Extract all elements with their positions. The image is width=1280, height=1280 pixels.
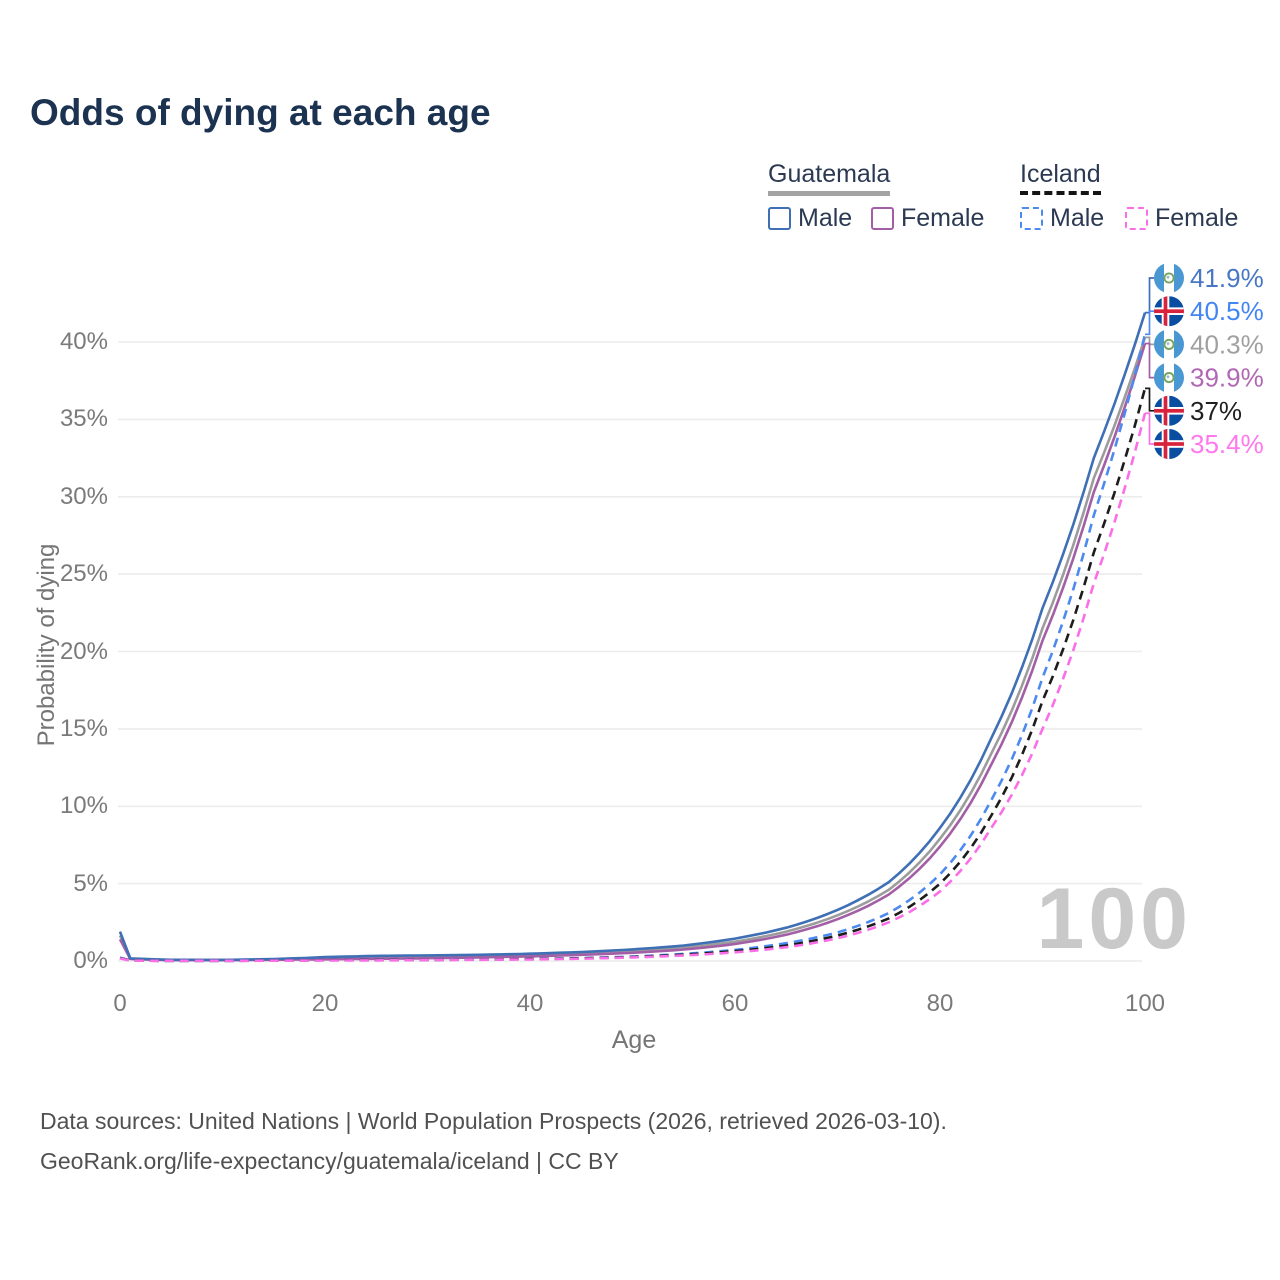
line-guatemala-both-sexes- [118, 336, 1147, 962]
y-tick-10: 10% [59, 792, 108, 820]
x-axis-title: Age [611, 1026, 657, 1054]
x-tick-40: 40 [516, 990, 544, 1017]
end-label-iceland-male: 40.5% [1190, 296, 1264, 326]
legend-group-guatemala[interactable]: Guatemala [768, 160, 891, 196]
legend-item-iceland-male[interactable]: Male [1020, 204, 1104, 233]
y-tick-20: 20% [59, 637, 108, 665]
end-label-iceland-both-sexes-: 37% [1190, 396, 1242, 426]
label-connector [1145, 277, 1154, 314]
end-label-iceland-female: 35.4% [1190, 429, 1264, 459]
legend-group-iceland[interactable]: Iceland [1020, 160, 1101, 195]
y-tick-35: 35% [59, 405, 108, 433]
end-label-guatemala-both-sexes-: 40.3% [1190, 329, 1264, 359]
label-connector [1145, 336, 1154, 346]
x-tick-80: 80 [926, 990, 954, 1017]
x-tick-0: 0 [113, 990, 127, 1017]
label-connector [1145, 342, 1154, 379]
guatemala-flag-icon [1154, 329, 1184, 359]
end-labels: 41.9%40.5%40.3% 39.9%37%35.4% [1145, 263, 1264, 459]
guatemala-female-swatch-icon [871, 207, 894, 230]
line-iceland-both-sexes- [119, 388, 1147, 963]
y-tick-15: 15% [59, 714, 108, 742]
y-tick-30: 30% [59, 482, 108, 510]
y-tick-5: 5% [73, 869, 108, 897]
line-guatemala-male [118, 312, 1147, 962]
iceland-flag-icon [1154, 396, 1184, 426]
iceland-male-swatch-icon [1020, 207, 1043, 230]
attribution-text: GeoRank.org/life-expectancy/guatemala/ic… [40, 1148, 619, 1174]
legend-item-label: Male [798, 204, 853, 232]
end-label-guatemala-female: 39.9% [1190, 363, 1264, 393]
legend-item-iceland-female[interactable]: Female [1125, 204, 1238, 233]
page-title: Odds of dying at each age [30, 92, 491, 133]
age-watermark: 100 [1036, 871, 1192, 967]
iceland-flag-icon [1154, 429, 1184, 459]
x-tick-100: 100 [1124, 990, 1166, 1017]
iceland-female-swatch-icon [1125, 207, 1148, 230]
label-connector [1145, 310, 1154, 336]
y-tick-25: 25% [59, 560, 108, 588]
x-tick-20: 20 [311, 990, 339, 1017]
legend-item-guatemala-female[interactable]: Female [871, 204, 984, 233]
data-sources-text: Data sources: United Nations | World Pop… [40, 1108, 947, 1134]
guatemala-flag-icon [1154, 263, 1184, 293]
guatemala-male-swatch-icon [768, 207, 791, 230]
guatemala-flag-icon [1154, 363, 1184, 393]
label-connector [1145, 412, 1154, 445]
legend-item-guatemala-male[interactable]: Male [768, 204, 852, 233]
legend-item-label: Female [1155, 204, 1239, 232]
end-label-guatemala-male: 41.9% [1190, 263, 1264, 293]
iceland-flag-icon [1154, 296, 1184, 326]
line-iceland-male [119, 333, 1147, 963]
x-tick-60: 60 [721, 990, 749, 1017]
y-tick-0: 0% [73, 947, 108, 974]
line-iceland-female [119, 412, 1147, 963]
series-lines [118, 312, 1147, 963]
y-tick-40: 40% [59, 328, 108, 355]
label-connector [1145, 387, 1154, 412]
gridlines [118, 341, 1142, 962]
legend-item-label: Male [1050, 204, 1105, 232]
legend-item-label: Female [901, 204, 985, 232]
